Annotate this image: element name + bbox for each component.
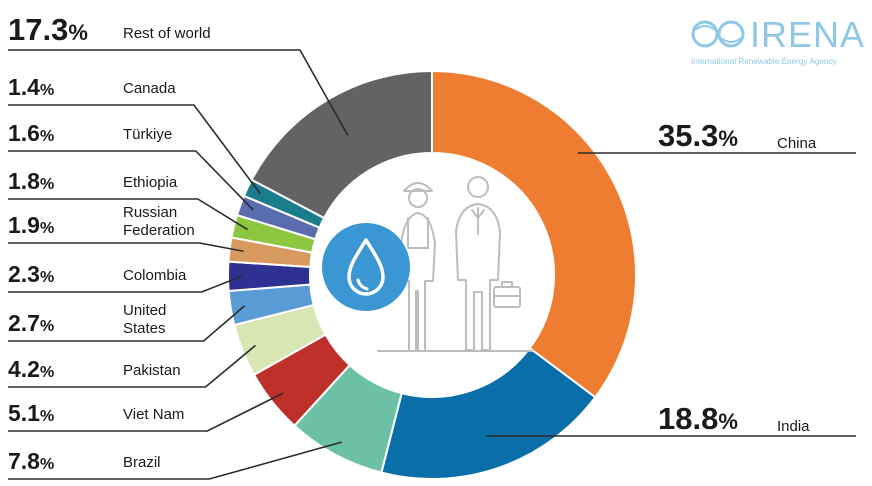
country-label-russian-federation: Russian (123, 204, 177, 221)
water-drop-icon (322, 223, 410, 311)
leader-line-united-states (8, 305, 246, 342)
country-label-china: China (777, 135, 817, 152)
leader-line-brazil (8, 441, 342, 480)
country-label-united-states: United (123, 302, 166, 319)
country-label-india: India (777, 418, 810, 435)
country-label-viet-nam: Viet Nam (123, 406, 184, 423)
pct-label-rest-of-world: 17.3% (8, 12, 88, 47)
pct-label-russian-federation: 1.9% (8, 212, 54, 238)
pct-label-ethiopia: 1.8% (8, 168, 54, 194)
leader-lines (8, 49, 856, 480)
country-label-colombia: Colombia (123, 267, 187, 284)
irena-logo: IRENA International Renewable Energy Age… (691, 14, 865, 66)
slice-labels: 35.3% China 18.8% India 7.8% Brazil 5.1% Viet N… (8, 12, 817, 474)
leader-line-colombia (8, 275, 243, 293)
leader-line-rest-of-world (8, 49, 349, 136)
logo-tagline: International Renewable Energy Agency (691, 57, 838, 66)
pct-label-united-states: 2.7% (8, 310, 54, 336)
logo-name: IRENA (750, 14, 865, 55)
slice-china (431, 69, 637, 399)
country-label-ethiopia: Ethiopia (123, 174, 178, 191)
leader-line-ethiopia (8, 198, 248, 231)
leader-line-canada (8, 104, 261, 195)
country-label-canada: Canada (123, 80, 176, 97)
pct-label-colombia: 2.3% (8, 261, 54, 287)
country-label-t-rkiye: Türkiye (123, 126, 172, 143)
leader-line-russian-federation (8, 242, 244, 253)
donut-slices (227, 69, 637, 480)
logo-globe-icon (717, 20, 745, 48)
pct-label-canada: 1.4% (8, 74, 54, 100)
leader-line-viet-nam (8, 392, 284, 432)
country-label-united-states: States (123, 320, 166, 337)
country-label-pakistan: Pakistan (123, 362, 181, 379)
country-label-russian-federation: Federation (123, 222, 195, 239)
pct-label-viet-nam: 5.1% (8, 400, 54, 426)
country-label-brazil: Brazil (123, 454, 161, 471)
workers-illustration-icon (377, 176, 533, 352)
pct-label-china: 35.3% (658, 118, 738, 153)
leader-line-t-rkiye (8, 150, 254, 211)
logo-globe-icon (691, 20, 719, 48)
pct-label-t-rkiye: 1.6% (8, 120, 54, 146)
slice-india (380, 346, 597, 480)
pct-label-india: 18.8% (658, 401, 738, 436)
leader-line-pakistan (8, 344, 257, 388)
country-label-rest-of-world: Rest of world (123, 25, 211, 42)
pct-label-brazil: 7.8% (8, 448, 54, 474)
slice-rest-of-world (250, 69, 433, 220)
pct-label-pakistan: 4.2% (8, 356, 54, 382)
